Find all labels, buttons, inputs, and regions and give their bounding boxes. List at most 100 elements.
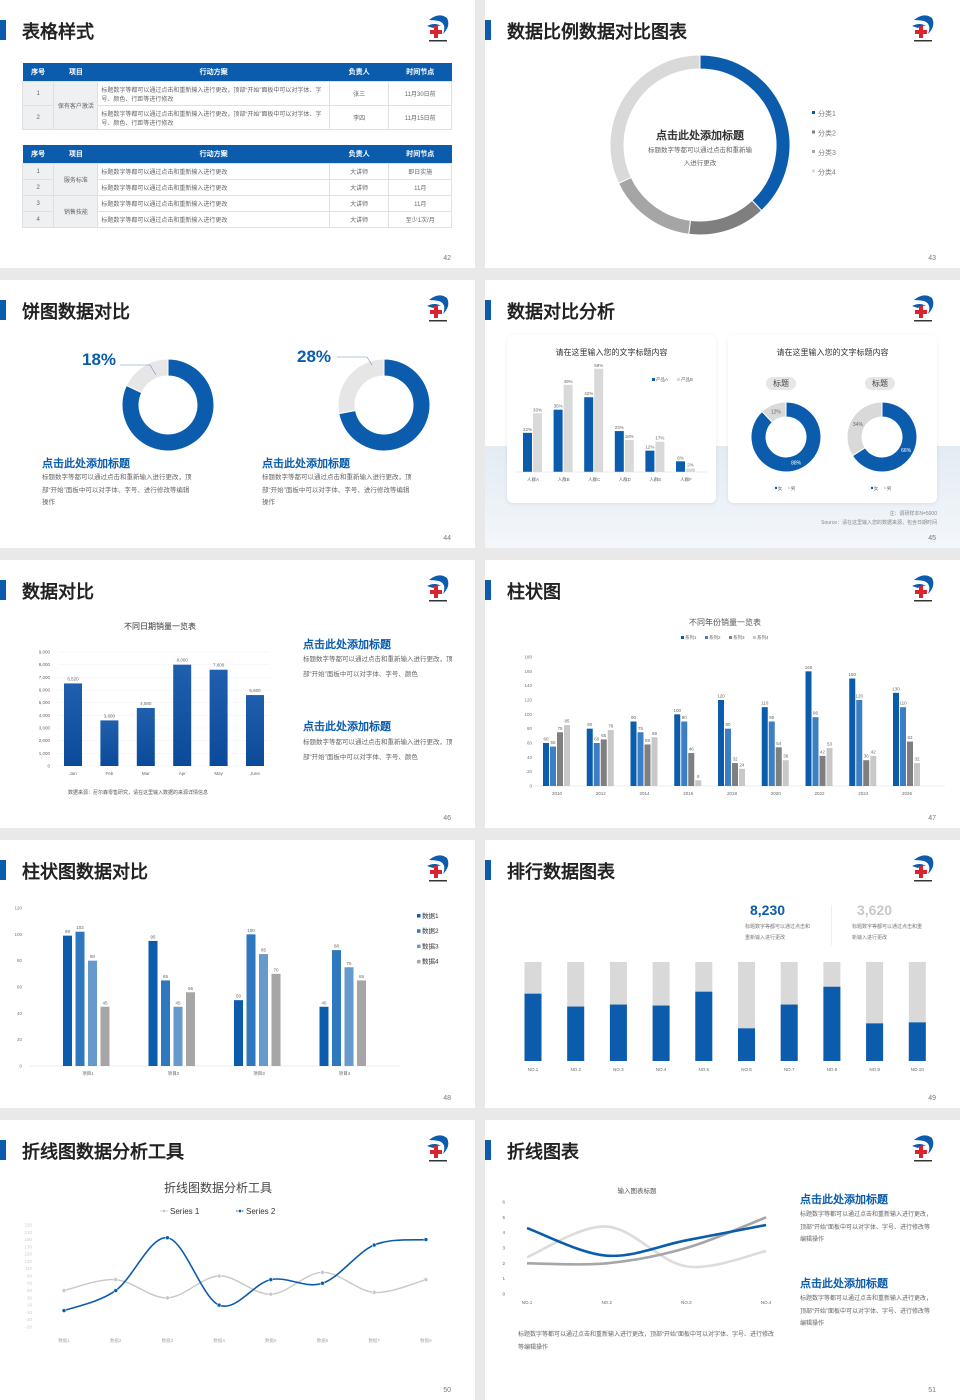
- bar-value-label: 8,000: [177, 658, 189, 663]
- category-label: 2022: [814, 791, 825, 796]
- data-point: [320, 1270, 325, 1275]
- bar: [88, 960, 97, 1066]
- bar-value-label: 65: [601, 733, 607, 738]
- slide-42-table-style: 表格样式 序号 项目 行动方案 负责人 时间节点 1 保有客户激活 标题数字等都可以通过点击和…: [0, 0, 475, 268]
- slide-title: 表格样式: [22, 22, 94, 42]
- grouped-bar-chart: 0 20 40 60 80 100 120 99 102 80 45 项目1 95 65 45 56 项目2 50…: [14, 906, 439, 1078]
- category-label: 2024: [858, 791, 869, 796]
- bar-value-label: 33%: [533, 407, 542, 412]
- bar-value-label: 42: [820, 749, 826, 754]
- bar-value-label: 88: [334, 944, 340, 949]
- notes: 注：调研样本N=5000 Source：请在这里输入您的数据来源，包含日期时间: [821, 510, 937, 528]
- legend-label: 系列4: [757, 634, 769, 641]
- item-heading: 点击此处添加标题: [42, 458, 130, 470]
- category-label: 项目1: [82, 1071, 94, 1077]
- bar-value-label: 65: [359, 974, 365, 979]
- category-label: 项目3: [253, 1071, 265, 1077]
- legend-label: 女: [874, 485, 879, 492]
- legend-dot: [787, 486, 791, 490]
- bar-value-label: 120: [717, 694, 725, 699]
- category-label: 人群D: [619, 476, 632, 483]
- bar-value-label: 95: [150, 934, 156, 939]
- bar: [688, 753, 695, 786]
- column-header: 序号: [22, 145, 54, 164]
- bar-value-label: 85: [564, 719, 570, 724]
- y-tick-label: 20: [17, 1037, 23, 1042]
- category-label: NO.7: [784, 1067, 795, 1072]
- block-heading: 点击此处添加标题: [800, 1278, 888, 1290]
- legend-label: Series 2: [246, 1207, 276, 1216]
- time-cell: 11月: [388, 179, 452, 196]
- donut-slice: [846, 401, 883, 457]
- bar: [75, 931, 85, 1066]
- bar-value-label: 100: [673, 708, 681, 713]
- bar-value-label: 80: [90, 954, 96, 959]
- category-label: 数据4: [213, 1337, 225, 1344]
- bar-value-label: 45: [321, 1000, 327, 1005]
- series-line: [526, 1223, 767, 1258]
- bar-value-label: 4,580: [140, 701, 152, 706]
- owner-cell: 大讲师: [328, 163, 390, 180]
- y-tick-label: -10: [25, 1310, 32, 1315]
- row-number: 4: [21, 211, 55, 228]
- bar: [768, 721, 775, 786]
- slide-title: 数据对比分析: [507, 302, 615, 322]
- source-note: Source：请在这里输入您的数据来源，包含日期时间: [821, 520, 937, 526]
- title-accent-bar: [485, 860, 491, 880]
- series-line: [526, 1216, 767, 1266]
- category-label: NO.3: [613, 1067, 624, 1072]
- y-tick-label: 0: [529, 784, 532, 789]
- owner-cell: 张三: [328, 81, 390, 106]
- bar: [100, 720, 119, 766]
- y-tick-label: 40: [17, 1011, 23, 1016]
- block-text: 标题数字等都可以通过点击和重新输入进行更改，顶部“开始”面板中可以对字体、字号、…: [303, 656, 453, 678]
- bar-value-label: 6,520: [67, 676, 79, 681]
- bar-value-label: 80: [725, 722, 731, 727]
- bar: [100, 1006, 110, 1066]
- data-point: [61, 1288, 67, 1293]
- hospital-logo-icon: [427, 295, 449, 322]
- title-accent-bar: [0, 580, 6, 600]
- legend-label: 分类3: [818, 148, 836, 157]
- bar-fill: [524, 993, 542, 1061]
- legend-label: 系列2: [709, 634, 721, 641]
- bar: [893, 692, 899, 786]
- category-label: June: [250, 771, 260, 776]
- category-label: 人群B: [558, 476, 570, 483]
- slide-title: 饼图数据对比: [22, 302, 130, 322]
- legend-swatch: [812, 111, 815, 114]
- bar: [319, 1006, 329, 1066]
- bar-value-label: 7,600: [213, 663, 225, 668]
- hospital-logo-icon: [912, 295, 934, 322]
- y-tick-label: 9,000: [39, 650, 51, 655]
- y-tick-label: 4,000: [39, 713, 51, 718]
- bar-value-label: 62: [907, 735, 913, 740]
- y-tick-label: 90: [27, 1274, 33, 1279]
- column-header: 负责人: [329, 145, 389, 164]
- legend-label: 分类1: [818, 109, 836, 118]
- item-heading: 点击此处添加标题: [262, 458, 350, 470]
- plan-cell: 标题数字等都可以通过点击和重新输入进行更改: [97, 163, 330, 180]
- bar-value-label: 85: [261, 948, 267, 953]
- y-tick-label: 180: [524, 655, 532, 660]
- bar: [161, 980, 170, 1066]
- category-label: 数据8: [420, 1337, 432, 1344]
- bar: [246, 934, 256, 1066]
- bar-fill: [695, 991, 713, 1061]
- data-point: [113, 1288, 118, 1293]
- legend-dot: [870, 486, 874, 490]
- card-title: 请在这里输入您的文字标题内容: [555, 348, 668, 357]
- column-header: 项目: [53, 63, 98, 82]
- column-header: 序号: [22, 63, 54, 82]
- bar-value-label: 50: [236, 994, 242, 999]
- time-cell: 即日实施: [388, 163, 452, 180]
- plan-cell: 标题数字等都可以通过点击和重新输入进行更改，顶部“开始”面板中可以对字体、字号、…: [97, 105, 330, 130]
- legend-dot: [774, 486, 778, 490]
- bar: [550, 746, 556, 786]
- legend-dot: [883, 486, 887, 490]
- category-label: Apr: [179, 771, 187, 776]
- time-cell: 至少1次/月: [388, 211, 452, 228]
- bar: [637, 732, 644, 786]
- bar: [246, 695, 264, 766]
- bottom-text: 标题数字等都可以通过点击和重新输入进行更改，顶部“开始”面板中可以对字体、字号、…: [518, 1332, 774, 1351]
